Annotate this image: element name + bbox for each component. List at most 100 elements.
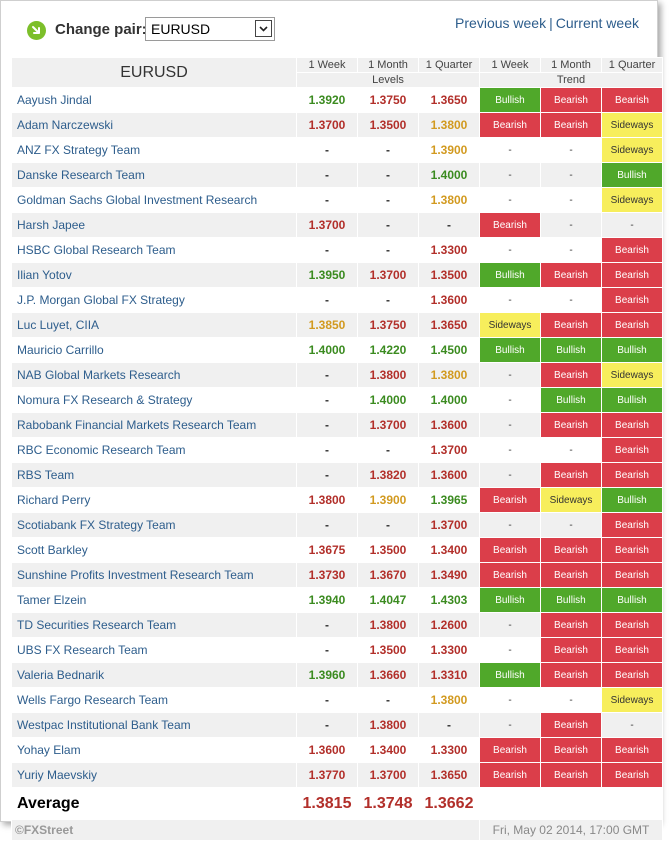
analyst-name[interactable]: Sunshine Profits Investment Research Tea… [11, 562, 297, 588]
pair-select[interactable]: EURUSD [145, 17, 275, 41]
trend-week: - [479, 362, 541, 388]
col-header-trend-quarter: 1 Quarter [601, 57, 663, 73]
level-week: 1.4000 [296, 337, 358, 363]
trend-month: Bullish [540, 587, 602, 613]
col-header-trend-month: 1 Month [540, 57, 602, 73]
table-row: Valeria Bednarik 1.3960 1.3660 1.3310 Bullis… [11, 662, 663, 688]
trend-quarter: Bearish [601, 762, 663, 789]
level-month: - [357, 137, 419, 163]
trend-week: Bearish [479, 212, 541, 238]
analyst-name[interactable]: UBS FX Research Team [11, 637, 297, 663]
average-label: Average [11, 787, 297, 820]
table-row: Harsh Japee 1.3700- - Bearish - - [11, 212, 663, 238]
analyst-name[interactable]: Westpac Institutional Bank Team [11, 712, 297, 738]
trend-week: Bullish [479, 262, 541, 288]
analyst-name[interactable]: Richard Perry [11, 487, 297, 513]
level-quarter: 1.3310 [418, 662, 480, 688]
table-row: RBC Economic Research Team - -1.3700- - Bear… [11, 437, 663, 463]
level-quarter: 1.4000 [418, 162, 480, 188]
analyst-name[interactable]: Rabobank Financial Markets Research Team [11, 412, 297, 438]
change-pair-label: Change pair: [55, 21, 147, 38]
table-row: HSBC Global Research Team - -1.3300- - Beari… [11, 237, 663, 263]
analyst-name[interactable]: Luc Luyet, CIIA [11, 312, 297, 338]
level-week: 1.3675 [296, 537, 358, 563]
trend-month: Bearish [540, 462, 602, 488]
trend-month: Bearish [540, 562, 602, 588]
level-week: - [296, 462, 358, 488]
trend-quarter: Bearish [601, 237, 663, 263]
trend-quarter: Bearish [601, 612, 663, 638]
level-quarter: - [418, 212, 480, 238]
analyst-name[interactable]: Valeria Bednarik [11, 662, 297, 688]
analyst-name[interactable]: RBS Team [11, 462, 297, 488]
trend-week: - [479, 462, 541, 488]
average-trend-quarter: Bearish [601, 787, 663, 820]
trend-month: Bearish [540, 762, 602, 789]
level-month: 1.3500 [357, 112, 419, 138]
analyst-name[interactable]: Ilian Yotov [11, 262, 297, 288]
level-quarter: 1.4303 [418, 587, 480, 613]
level-month: - [357, 187, 419, 213]
level-month: 1.3800 [357, 612, 419, 638]
trend-quarter: Bearish [601, 437, 663, 463]
analyst-name[interactable]: RBC Economic Research Team [11, 437, 297, 463]
trend-week: - [479, 237, 541, 263]
analyst-name[interactable]: Adam Narczewski [11, 112, 297, 138]
copyright: ©FXStreet [11, 819, 480, 841]
level-quarter: 1.3800 [418, 112, 480, 138]
average-trend-week: Bearish [479, 787, 541, 820]
col-header-level-month: 1 Month [357, 57, 419, 73]
analyst-name[interactable]: Wells Fargo Research Team [11, 687, 297, 713]
level-month: - [357, 287, 419, 313]
col-header-level-quarter: 1 Quarter [418, 57, 480, 73]
level-month: 1.3700 [357, 412, 419, 438]
level-month: 1.3670 [357, 562, 419, 588]
analyst-name[interactable]: Tamer Elzein [11, 587, 297, 613]
analyst-name[interactable]: Nomura FX Research & Strategy [11, 387, 297, 413]
analyst-name[interactable]: Yuriy Maevskiy [11, 762, 297, 789]
analyst-name[interactable]: Danske Research Team [11, 162, 297, 188]
trend-quarter: Sideways [601, 187, 663, 213]
table-row: ANZ FX Strategy Team - -1.3900- - Sideways [11, 137, 663, 163]
table-row: J.P. Morgan Global FX Strategy - -1.3600- -… [11, 287, 663, 313]
average-level-quarter: 1.3662 [418, 787, 480, 820]
analyst-name[interactable]: Goldman Sachs Global Investment Research [11, 187, 297, 213]
trend-month: Bullish [540, 387, 602, 413]
analyst-name[interactable]: J.P. Morgan Global FX Strategy [11, 287, 297, 313]
trend-quarter: Bullish [601, 587, 663, 613]
analyst-name[interactable]: TD Securities Research Team [11, 612, 297, 638]
trend-quarter: - [601, 212, 663, 238]
level-quarter: 1.3800 [418, 362, 480, 388]
level-week: 1.3920 [296, 87, 358, 113]
trend-quarter: Bearish [601, 462, 663, 488]
trend-quarter: Bearish [601, 637, 663, 663]
analyst-name[interactable]: HSBC Global Research Team [11, 237, 297, 263]
level-week: 1.3700 [296, 112, 358, 138]
analyst-name[interactable]: Scott Barkley [11, 537, 297, 563]
analyst-name[interactable]: Aayush Jindal [11, 87, 297, 113]
table-row: Luc Luyet, CIIA 1.3850 1.3750 1.3650 Sideway… [11, 312, 663, 338]
level-quarter: 1.3700 [418, 512, 480, 538]
level-month: - [357, 687, 419, 713]
trend-month: - [540, 212, 602, 238]
trend-month: Bearish [540, 612, 602, 638]
level-week: - [296, 187, 358, 213]
level-quarter: - [418, 712, 480, 738]
trend-quarter: Sideways [601, 687, 663, 713]
table-row: NAB Global Markets Research -1.3800 1.3800… [11, 362, 663, 388]
trend-quarter: Sideways [601, 112, 663, 138]
table-row: Richard Perry 1.3800 1.3900 1.3965 Bearish Si… [11, 487, 663, 513]
level-quarter: 1.3490 [418, 562, 480, 588]
analyst-name[interactable]: Harsh Japee [11, 212, 297, 238]
previous-week-link[interactable]: Previous week [455, 15, 547, 31]
table-row: Scott Barkley 1.3675 1.3500 1.3400 Bearish Be… [11, 537, 663, 563]
current-week-link[interactable]: Current week [555, 15, 639, 31]
timestamp: Fri, May 02 2014, 17:00 GMT [479, 819, 663, 841]
analyst-name[interactable]: ANZ FX Strategy Team [11, 137, 297, 163]
chevron-down-icon[interactable] [255, 20, 272, 37]
analyst-name[interactable]: NAB Global Markets Research [11, 362, 297, 388]
analyst-name[interactable]: Scotiabank FX Strategy Team [11, 512, 297, 538]
analyst-name[interactable]: Mauricio Carrillo [11, 337, 297, 363]
analyst-name[interactable]: Yohay Elam [11, 737, 297, 763]
